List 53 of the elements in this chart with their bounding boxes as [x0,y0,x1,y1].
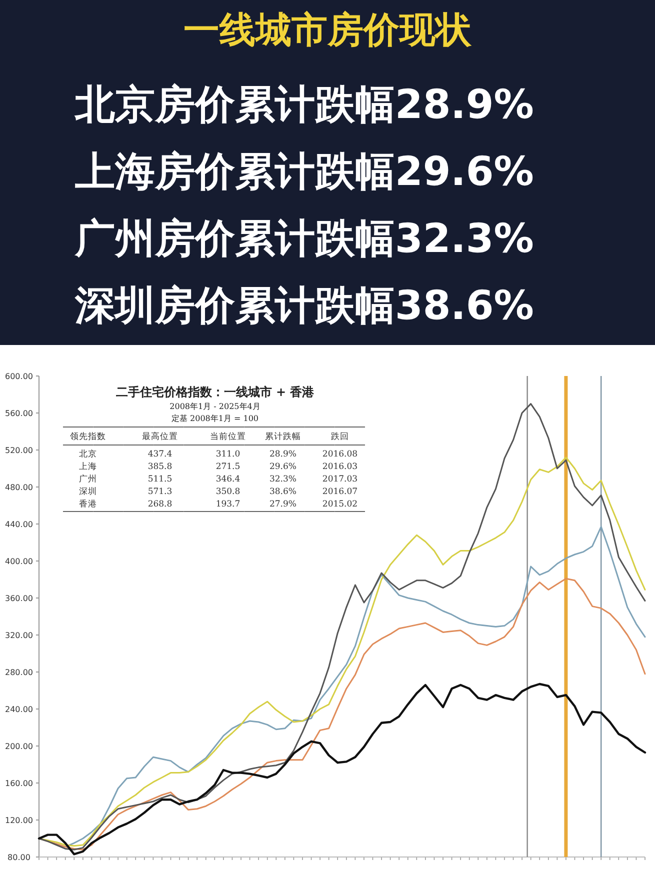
annotation: 2015.02 [322,500,358,510]
chart-title: 一线城市房价现状 [184,10,472,51]
annotation: 437.4 [148,450,172,460]
annotation: 广州 [79,474,97,484]
y-tick-label: 320.00 [5,631,33,640]
annotation: 346.4 [216,474,240,484]
annotation: 28.9% [269,450,297,460]
annotation: 268.8 [148,500,172,510]
annotation: 香港 [79,498,97,510]
annotation: 29.6% [269,462,297,472]
y-tick-label: 200.00 [5,742,33,751]
annotation: 271.5 [216,462,240,472]
y-tick-label: 600.00 [5,372,33,381]
y-tick-label: 480.00 [5,483,33,492]
annotation: 38.6% [269,487,297,497]
annotation: 311.0 [216,450,240,460]
text: 上海房价累计跌幅29.6% [75,149,534,195]
y-tick-label: 280.00 [5,668,33,677]
annotation: 571.3 [148,487,172,497]
y-tick-label: 440.00 [5,520,33,529]
y-tick-label: 520.00 [5,446,33,455]
y-tick-label: 360.00 [5,594,33,603]
annotation: 2016.03 [322,462,358,472]
y-tick-label: 160.00 [5,779,33,788]
y-tick-label: 80.00 [8,853,30,862]
annotation: 2016.08 [322,450,358,460]
annotation: 385.8 [148,462,172,472]
text: 深圳房价累计跌幅38.6% [74,283,534,329]
y-tick-label: 120.00 [5,816,33,825]
annotation: 最高位置 [142,431,178,442]
annotation: 北京 [79,448,97,460]
annotation: 350.8 [216,487,240,497]
annotation: 2016.07 [322,487,358,497]
annotation: 定基 2008年1月 = 100 [171,414,259,423]
text: 广州房价累计跌幅32.3% [74,216,534,262]
annotation: 193.7 [216,500,240,510]
annotation: 跌回 [331,431,349,442]
annotation: 领先指数 [70,431,106,442]
y-tick-label: 240.00 [5,705,33,714]
annotation: 上海 [79,461,97,472]
annotation: 27.9% [269,500,297,510]
annotation: 深圳 [79,486,97,497]
text: 北京房价累计跌幅28.9% [74,82,534,128]
y-tick-label: 400.00 [5,557,33,566]
annotation: 32.3% [269,474,297,484]
annotation: 2017.03 [322,474,358,484]
text: 二手住宅价格指数：一线城市 + 香港 [116,385,316,399]
annotation: 累计跌幅 [265,431,301,442]
line-series [38,682,646,856]
annotation: 511.5 [148,474,172,484]
annotation: 2008年1月 - 2025年4月 [170,402,260,411]
y-tick-label: 560.00 [5,409,33,418]
annotation: 当前位置 [210,431,246,442]
